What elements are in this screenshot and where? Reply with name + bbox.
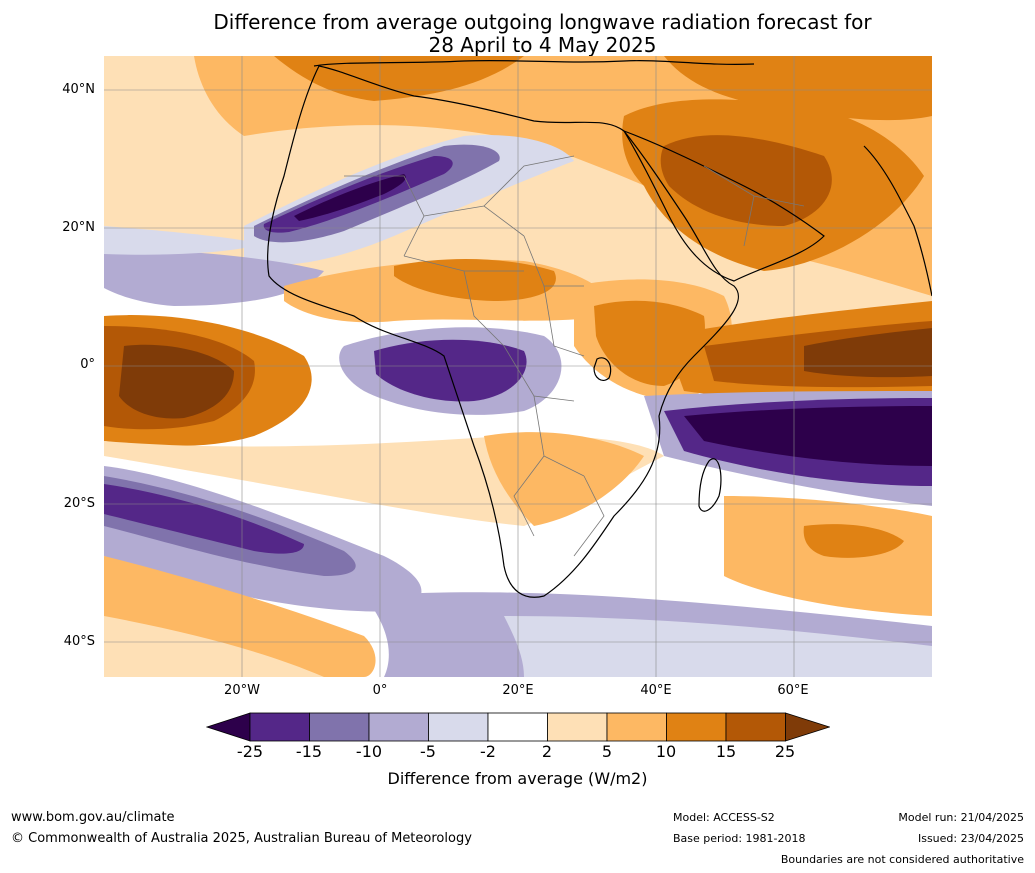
footer-copyright: © Commonwealth of Australia 2025, Austra… xyxy=(11,831,472,846)
footer-website: www.bom.gov.au/climate xyxy=(11,810,175,825)
map-canvas xyxy=(104,56,932,677)
colorbar-swatch xyxy=(428,712,489,742)
anomaly-south-pale-lavender xyxy=(504,616,932,677)
colorbar-swatch-extend-low xyxy=(206,712,251,742)
europe-coastline xyxy=(313,59,755,67)
colorbar xyxy=(206,712,830,742)
anomaly-south-atlantic-deep xyxy=(104,484,304,554)
lat-label-20s: 20°S xyxy=(63,496,95,511)
india-coastline xyxy=(863,145,932,297)
footer-disclaimer: Boundaries are not considered authoritat… xyxy=(780,853,1024,866)
anomaly-northeast-orange xyxy=(664,56,932,121)
colorbar-tick: -5 xyxy=(420,742,436,761)
colorbar-tick: -2 xyxy=(480,742,496,761)
lon-label-20w: 20°W xyxy=(224,683,260,698)
footer-base-period: Base period: 1981-2018 xyxy=(673,832,806,845)
lon-label-60e: 60°E xyxy=(777,683,809,698)
map-title-line-1: Difference from average outgoing longwav… xyxy=(213,10,872,34)
colorbar-swatch xyxy=(725,712,786,742)
colorbar-tick: -10 xyxy=(355,742,383,761)
lon-label-20e: 20°E xyxy=(502,683,534,698)
colorbar-tick: 15 xyxy=(715,742,737,761)
colorbar-swatch-extend-high xyxy=(785,712,830,742)
colorbar-swatches xyxy=(206,712,830,742)
madagascar-coastline xyxy=(698,458,722,512)
anomaly-sahel-dark-orange xyxy=(394,259,556,301)
anomaly-south-indian-deepest xyxy=(684,406,932,466)
anomaly-congo-purple xyxy=(374,339,527,402)
colorbar-swatch xyxy=(368,712,429,742)
anomaly-west-tropics-pale xyxy=(104,226,264,255)
colorbar-swatch xyxy=(249,712,310,742)
colorbar-tick: 10 xyxy=(655,742,677,761)
colorbar-swatch xyxy=(666,712,727,742)
colorbar-swatch xyxy=(309,712,370,742)
colorbar-swatch xyxy=(606,712,667,742)
anomaly-indian-deepest xyxy=(804,328,932,378)
colorbar-tick: -15 xyxy=(295,742,323,761)
lon-label-0: 0° xyxy=(372,683,388,698)
anomaly-west-tropics-lavender xyxy=(104,246,324,306)
coastlines xyxy=(267,59,932,598)
arabia-coastline xyxy=(622,129,825,282)
olr-anomaly-map xyxy=(104,56,932,677)
footer-model-run: Model run: 21/04/2025 xyxy=(898,811,1024,824)
colorbar-tick: -25 xyxy=(236,742,264,761)
map-title-line-2: 28 April to 4 May 2025 xyxy=(428,33,657,57)
africa-coastline xyxy=(267,65,740,598)
lon-label-40e: 40°E xyxy=(640,683,672,698)
footer-model: Model: ACCESS-S2 xyxy=(673,811,775,824)
graticule xyxy=(104,56,932,677)
anomaly-south-orange xyxy=(484,432,644,526)
colorbar-tick: 25 xyxy=(774,742,796,761)
colorbar-tick: 2 xyxy=(541,742,553,761)
anomaly-sahara-purple-deepest xyxy=(294,174,406,221)
country-boundaries xyxy=(344,155,805,557)
footer-issued: Issued: 23/04/2025 xyxy=(917,832,1024,845)
lake-victoria-coastline xyxy=(593,357,612,381)
colorbar-tick: 5 xyxy=(601,742,613,761)
lat-label-40n: 40°N xyxy=(62,82,95,97)
lat-label-40s: 40°S xyxy=(63,634,95,649)
anomaly-atlantic-deepest xyxy=(119,344,234,419)
anomaly-southeast-dark xyxy=(803,524,904,558)
anomaly-southwest-pale xyxy=(104,616,324,677)
colorbar-title: Difference from average (W/m2) xyxy=(387,769,648,788)
lat-label-equator: 0° xyxy=(80,357,95,372)
colorbar-swatch xyxy=(487,712,548,742)
colorbar-swatch xyxy=(547,712,608,742)
lat-label-20n: 20°N xyxy=(62,220,95,235)
